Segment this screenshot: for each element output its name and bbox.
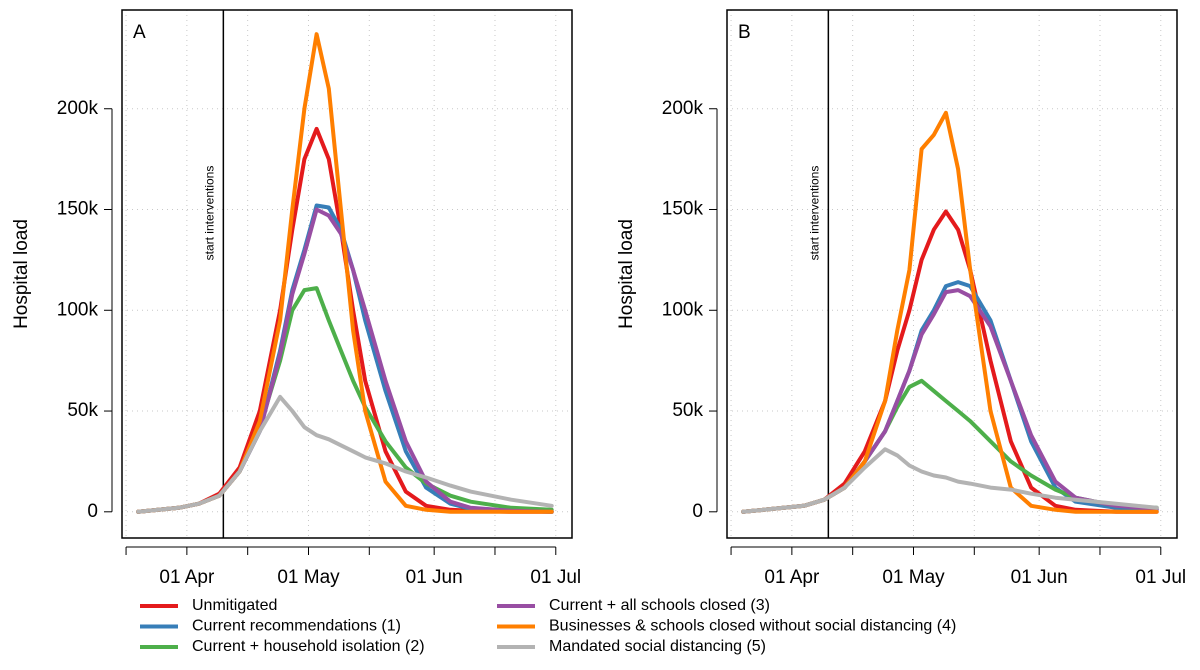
x-tick-label: 01 Jul [1135,567,1186,588]
series-line [741,209,1159,514]
panel-label: A [133,22,146,43]
plot-frame [121,9,573,539]
x-tick-label: 01 Jun [1011,567,1068,588]
legend-label: Unmitigated [192,597,277,614]
x-tick-label: 01 Jun [406,567,463,588]
y-tick-label: 200k [662,98,704,119]
x-tick-label: 01 May [277,567,340,588]
series-line [136,394,554,514]
series-line [741,378,1159,514]
x-tick-label: 01 Jul [530,567,581,588]
x-tick-label: 01 Apr [764,567,820,588]
y-tick-label: 100k [662,299,704,320]
series-line [741,447,1159,514]
annotation: start interventions [203,166,217,261]
y-tick-label: 50k [672,400,703,421]
series-line [136,32,554,514]
y-axis-title: Hospital load [11,219,32,329]
y-tick-label: 200k [57,98,99,119]
legend-label: Businesses & schools closed without soci… [549,618,956,635]
plot-frame [726,9,1178,539]
y-tick-label: 50k [67,400,98,421]
legend-label: Current + household isolation (2) [192,638,425,655]
series-line [136,126,554,514]
legend-label: Current recommendations (1) [192,618,401,635]
y-tick-label: 100k [57,299,99,320]
series-line [741,110,1159,514]
x-tick-label: 01 May [882,567,945,588]
y-tick-label: 0 [87,501,98,522]
y-tick-label: 150k [57,199,99,220]
y-tick-label: 0 [692,501,703,522]
y-tick-label: 150k [662,199,704,220]
series-line [136,286,554,514]
y-axis-title: Hospital load [616,219,637,329]
legend-label: Mandated social distancing (5) [549,638,766,655]
legend-label: Current + all schools closed (3) [549,597,770,614]
x-tick-label: 01 Apr [159,567,215,588]
annotation: start interventions [808,166,822,261]
panel-label: B [738,22,751,43]
